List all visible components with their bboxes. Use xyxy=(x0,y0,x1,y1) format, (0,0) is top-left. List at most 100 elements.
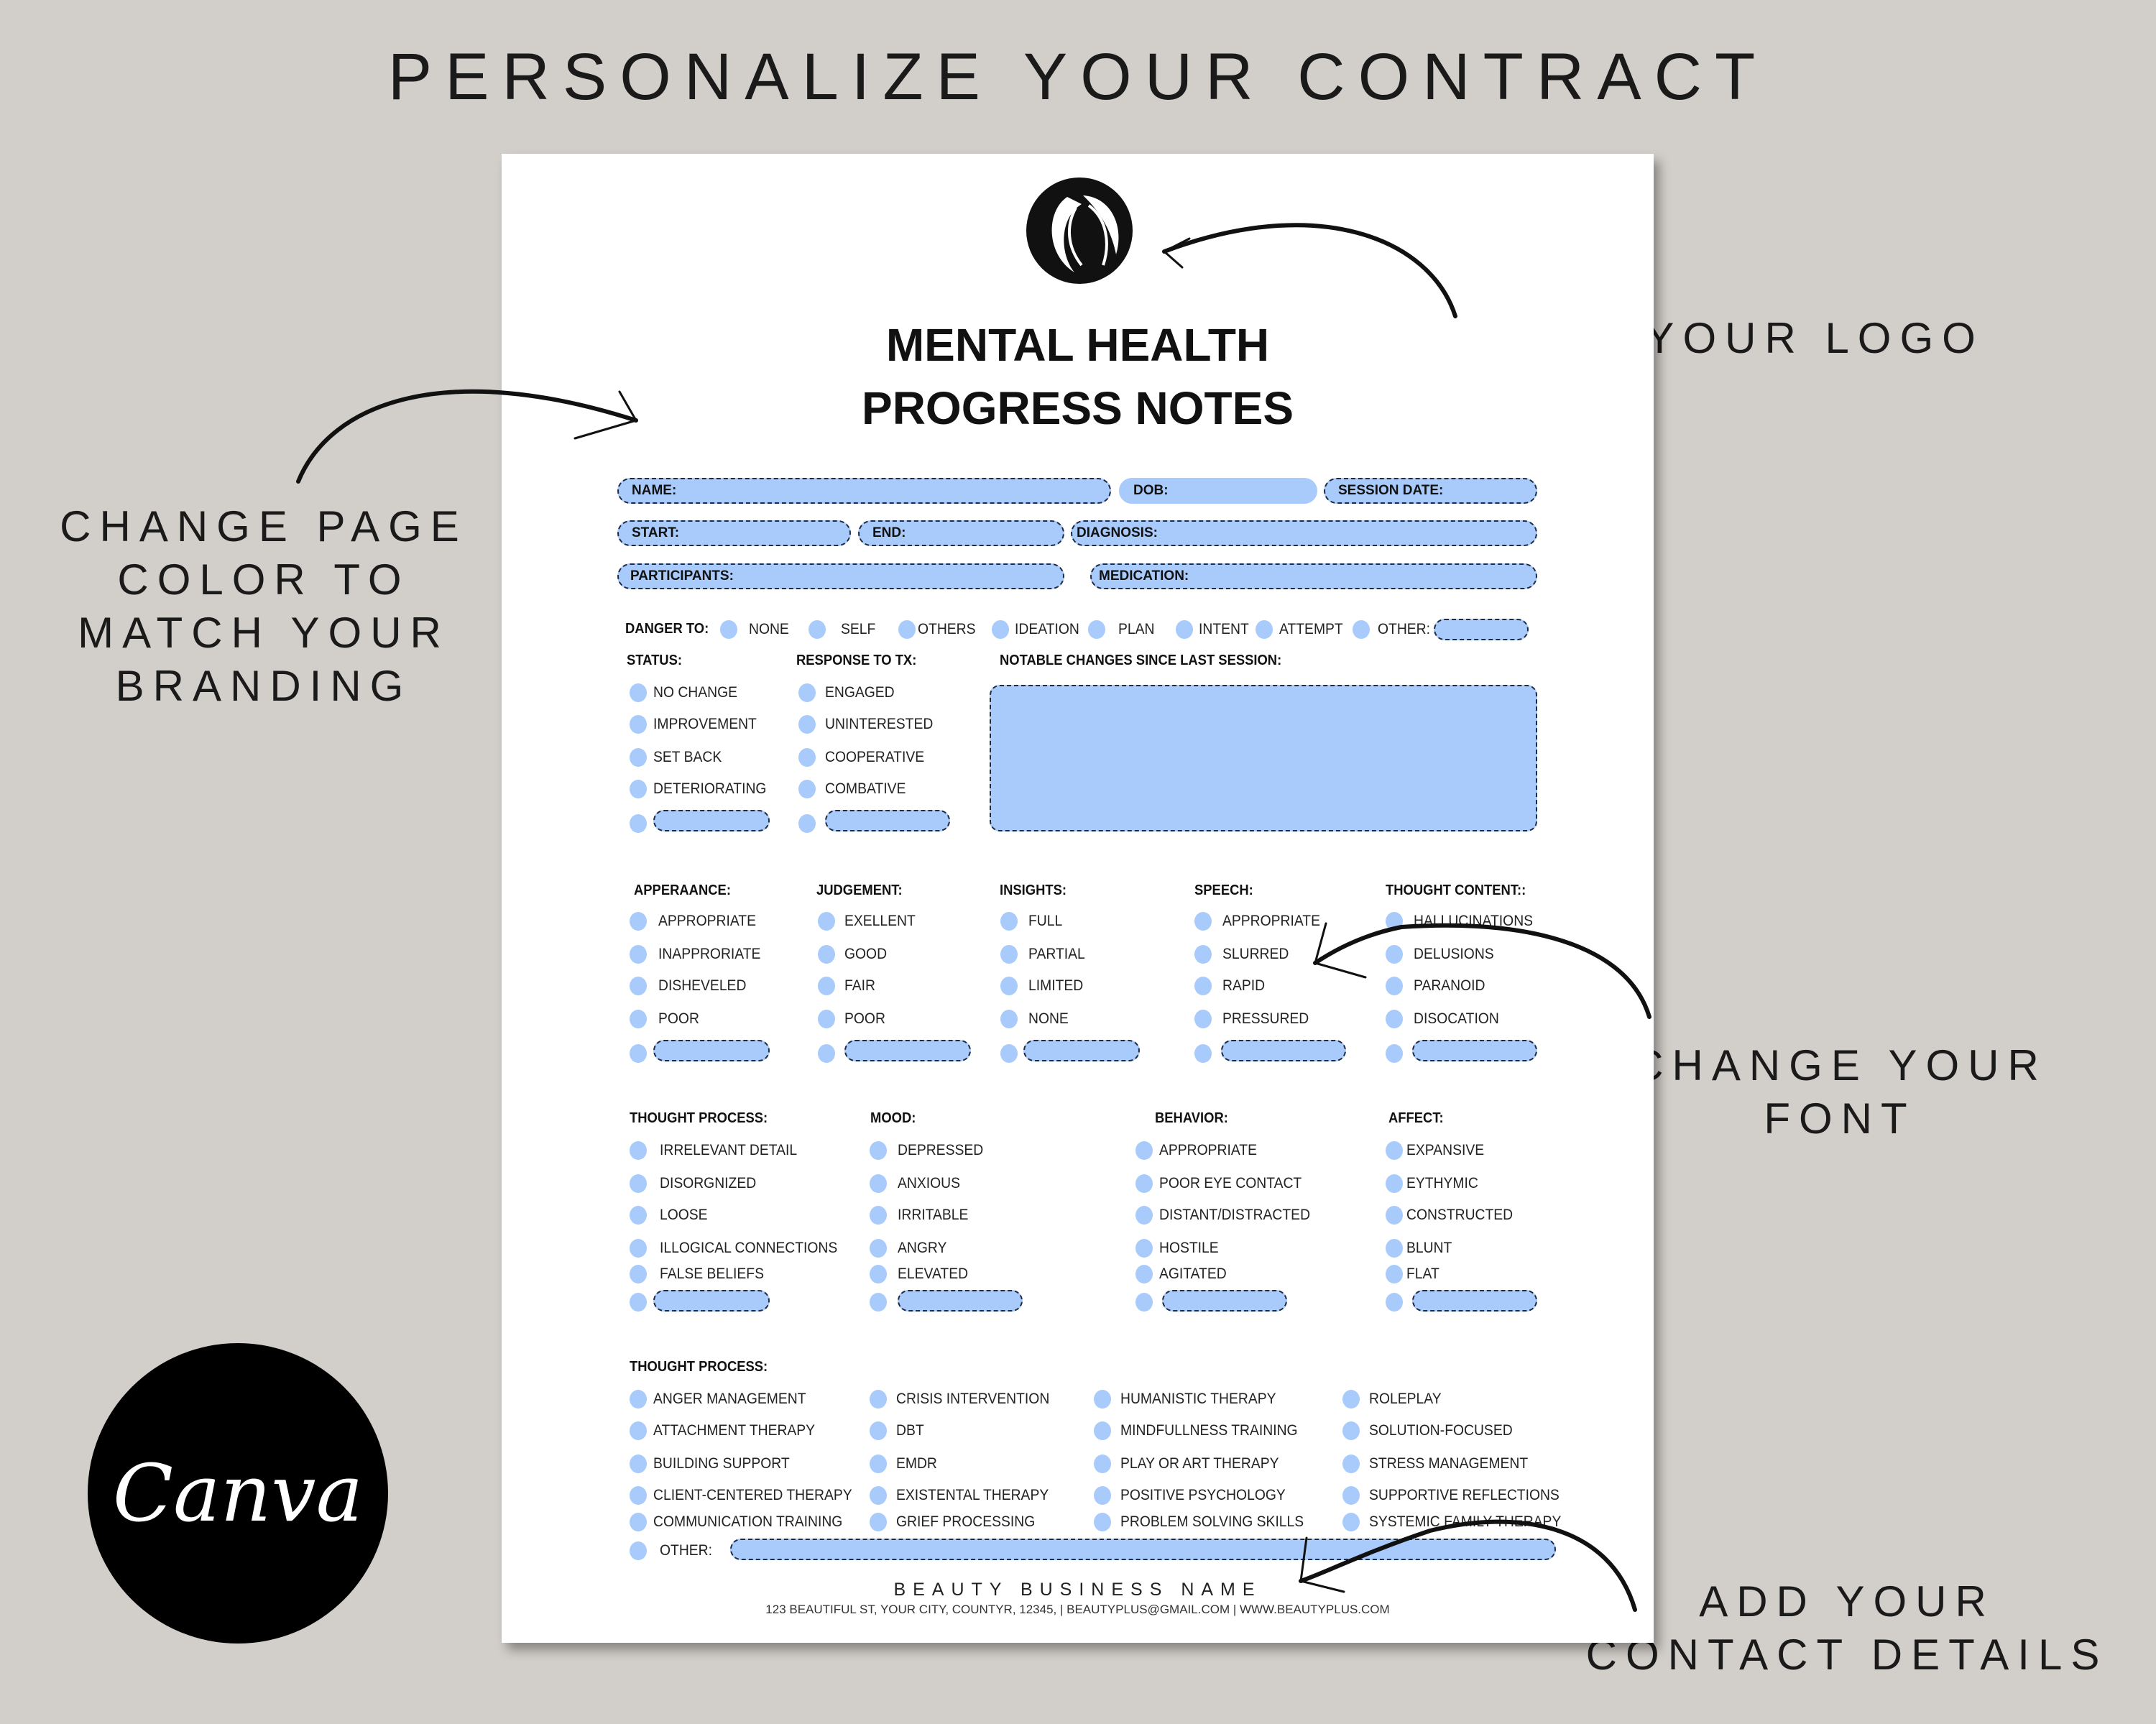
radio-button[interactable] xyxy=(1386,1239,1403,1258)
other-input[interactable] xyxy=(898,1290,1023,1312)
radio-button[interactable] xyxy=(1000,945,1018,964)
other-input[interactable] xyxy=(1412,1290,1537,1312)
radio-button[interactable] xyxy=(1000,1010,1018,1028)
start-field[interactable]: START: xyxy=(617,520,851,546)
radio-button[interactable] xyxy=(630,1513,647,1531)
radio-button[interactable] xyxy=(1135,1265,1153,1283)
radio-button[interactable] xyxy=(1194,977,1212,995)
radio-button[interactable] xyxy=(1000,977,1018,995)
other-input[interactable] xyxy=(730,1539,1556,1560)
radio-button[interactable] xyxy=(818,977,835,995)
radio-button[interactable] xyxy=(870,1141,887,1160)
radio-button[interactable] xyxy=(630,683,647,702)
radio-button[interactable] xyxy=(630,1455,647,1473)
radio-button[interactable] xyxy=(630,814,647,833)
other-input[interactable] xyxy=(1221,1040,1346,1061)
radio-button[interactable] xyxy=(1094,1390,1111,1409)
other-input[interactable] xyxy=(653,810,770,831)
session-date-field[interactable]: SESSION DATE: xyxy=(1324,478,1537,504)
radio-button[interactable] xyxy=(630,1010,647,1028)
radio-button[interactable] xyxy=(870,1390,887,1409)
other-input[interactable] xyxy=(653,1040,770,1061)
radio-button[interactable] xyxy=(630,780,647,798)
radio-button[interactable] xyxy=(870,1174,887,1193)
medication-field[interactable]: MEDICATION: xyxy=(1090,563,1537,589)
other-input[interactable] xyxy=(653,1290,770,1312)
radio-button[interactable] xyxy=(1353,620,1370,639)
radio-button[interactable] xyxy=(818,1044,835,1063)
radio-button[interactable] xyxy=(630,1293,647,1312)
radio-button[interactable] xyxy=(630,748,647,767)
radio-button[interactable] xyxy=(630,1044,647,1063)
dob-field[interactable]: DOB: xyxy=(1119,478,1317,504)
radio-button[interactable] xyxy=(1386,1141,1403,1160)
radio-button[interactable] xyxy=(1135,1239,1153,1258)
participants-field[interactable]: PARTICIPANTS: xyxy=(617,563,1064,589)
radio-button[interactable] xyxy=(630,1206,647,1225)
radio-button[interactable] xyxy=(870,1421,887,1440)
end-field[interactable]: END: xyxy=(858,520,1064,546)
radio-button[interactable] xyxy=(1342,1455,1360,1473)
radio-button[interactable] xyxy=(630,1486,647,1505)
other-input[interactable] xyxy=(1162,1290,1287,1312)
radio-button[interactable] xyxy=(630,1239,647,1258)
radio-button[interactable] xyxy=(720,620,737,639)
radio-button[interactable] xyxy=(630,912,647,931)
radio-button[interactable] xyxy=(798,683,816,702)
radio-button[interactable] xyxy=(1094,1513,1111,1531)
radio-button[interactable] xyxy=(798,715,816,734)
radio-button[interactable] xyxy=(1088,620,1105,639)
radio-button[interactable] xyxy=(798,780,816,798)
radio-button[interactable] xyxy=(630,945,647,964)
radio-button[interactable] xyxy=(992,620,1009,639)
radio-button[interactable] xyxy=(870,1265,887,1283)
radio-button[interactable] xyxy=(630,715,647,734)
radio-button[interactable] xyxy=(870,1239,887,1258)
radio-button[interactable] xyxy=(1386,1293,1403,1312)
radio-button[interactable] xyxy=(1194,1010,1212,1028)
radio-button[interactable] xyxy=(630,1141,647,1160)
radio-button[interactable] xyxy=(630,1421,647,1440)
radio-button[interactable] xyxy=(1386,1044,1403,1063)
radio-button[interactable] xyxy=(1386,1265,1403,1283)
radio-button[interactable] xyxy=(1000,1044,1018,1063)
radio-button[interactable] xyxy=(1094,1455,1111,1473)
name-field[interactable]: NAME: xyxy=(617,478,1111,504)
radio-button[interactable] xyxy=(1135,1206,1153,1225)
radio-button[interactable] xyxy=(798,814,816,833)
radio-button[interactable] xyxy=(1386,977,1403,995)
radio-button[interactable] xyxy=(630,1174,647,1193)
radio-button[interactable] xyxy=(1194,945,1212,964)
radio-button[interactable] xyxy=(1135,1174,1153,1193)
radio-button[interactable] xyxy=(870,1513,887,1531)
radio-button[interactable] xyxy=(1386,1206,1403,1225)
radio-button[interactable] xyxy=(870,1206,887,1225)
other-input[interactable] xyxy=(1023,1040,1140,1061)
radio-button[interactable] xyxy=(1000,912,1018,931)
radio-button[interactable] xyxy=(1386,912,1403,931)
radio-button[interactable] xyxy=(1342,1513,1360,1531)
other-input[interactable] xyxy=(1412,1040,1537,1061)
radio-button[interactable] xyxy=(1176,620,1193,639)
radio-button[interactable] xyxy=(798,748,816,767)
other-input[interactable] xyxy=(825,810,950,831)
radio-button[interactable] xyxy=(630,1265,647,1283)
radio-button[interactable] xyxy=(1256,620,1273,639)
radio-button[interactable] xyxy=(630,1541,647,1560)
radio-button[interactable] xyxy=(630,977,647,995)
radio-button[interactable] xyxy=(1094,1486,1111,1505)
radio-button[interactable] xyxy=(1342,1421,1360,1440)
radio-button[interactable] xyxy=(1386,1174,1403,1193)
radio-button[interactable] xyxy=(1386,945,1403,964)
radio-button[interactable] xyxy=(898,620,916,639)
radio-button[interactable] xyxy=(870,1293,887,1312)
radio-button[interactable] xyxy=(1194,912,1212,931)
notable-changes-textarea[interactable] xyxy=(990,685,1537,831)
radio-button[interactable] xyxy=(818,912,835,931)
radio-button[interactable] xyxy=(1342,1390,1360,1409)
other-input[interactable] xyxy=(844,1040,971,1061)
radio-button[interactable] xyxy=(808,620,826,639)
radio-button[interactable] xyxy=(1135,1141,1153,1160)
radio-button[interactable] xyxy=(818,1010,835,1028)
radio-button[interactable] xyxy=(818,945,835,964)
